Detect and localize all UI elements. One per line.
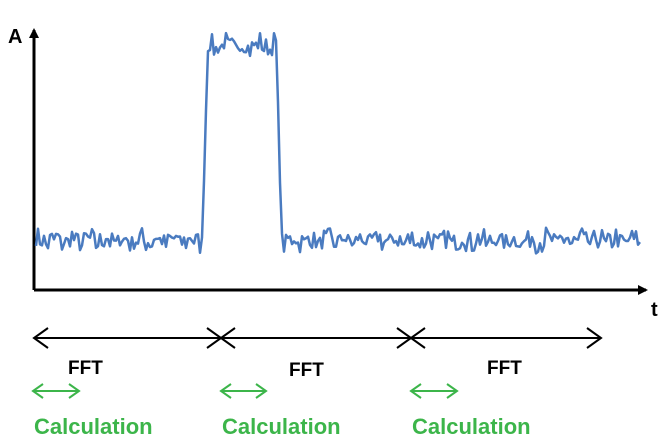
calculation-arrows — [31, 383, 459, 399]
fft-window-arrows — [32, 327, 603, 349]
fft-label-1: FFT — [68, 358, 103, 379]
signal-trace — [34, 31, 641, 255]
fft-arrow-3 — [409, 327, 603, 349]
fft-arrow-1 — [32, 327, 223, 349]
fft-arrow-2 — [219, 327, 413, 349]
x-axis-label: t — [651, 299, 658, 321]
calculation-label-3: Calculation — [412, 414, 531, 438]
calc-arrow-3 — [409, 383, 459, 399]
calc-arrow-1 — [31, 383, 81, 399]
y-axis-label: A — [8, 26, 22, 48]
fft-label-3: FFT — [487, 358, 522, 379]
calculation-label-1: Calculation — [34, 414, 153, 438]
fft-label-2: FFT — [289, 360, 324, 381]
calc-arrow-2 — [219, 383, 268, 399]
calculation-label-2: Calculation — [222, 414, 341, 438]
